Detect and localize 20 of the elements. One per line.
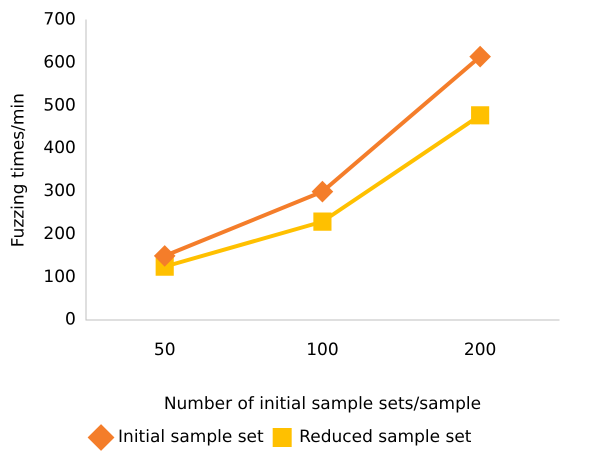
y-tick-label: 0 [65,310,76,330]
point [470,46,490,67]
y-tick-label: 100 [43,266,76,287]
point [154,246,175,266]
point [313,212,332,231]
point [312,182,332,202]
y-tick-label: 600 [43,52,76,72]
y-tick-label: 200 [43,224,76,244]
x-tick-label: 200 [464,340,496,360]
x-tick-label: 100 [306,340,339,360]
legend-label: Initial sample set [118,426,264,447]
x-axis-title: Number of initial sample sets/sample [164,394,482,414]
y-axis-title: Fuzzing times/min [8,93,29,248]
x-tick-label: 50 [154,340,176,360]
y-tick-label: 700 [43,10,76,30]
y-tick-label: 500 [43,95,76,116]
legend-label: Reduced sample set [299,426,472,447]
y-tick-label: 400 [43,138,76,158]
point [471,106,490,124]
y-tick-label: 300 [43,181,76,202]
